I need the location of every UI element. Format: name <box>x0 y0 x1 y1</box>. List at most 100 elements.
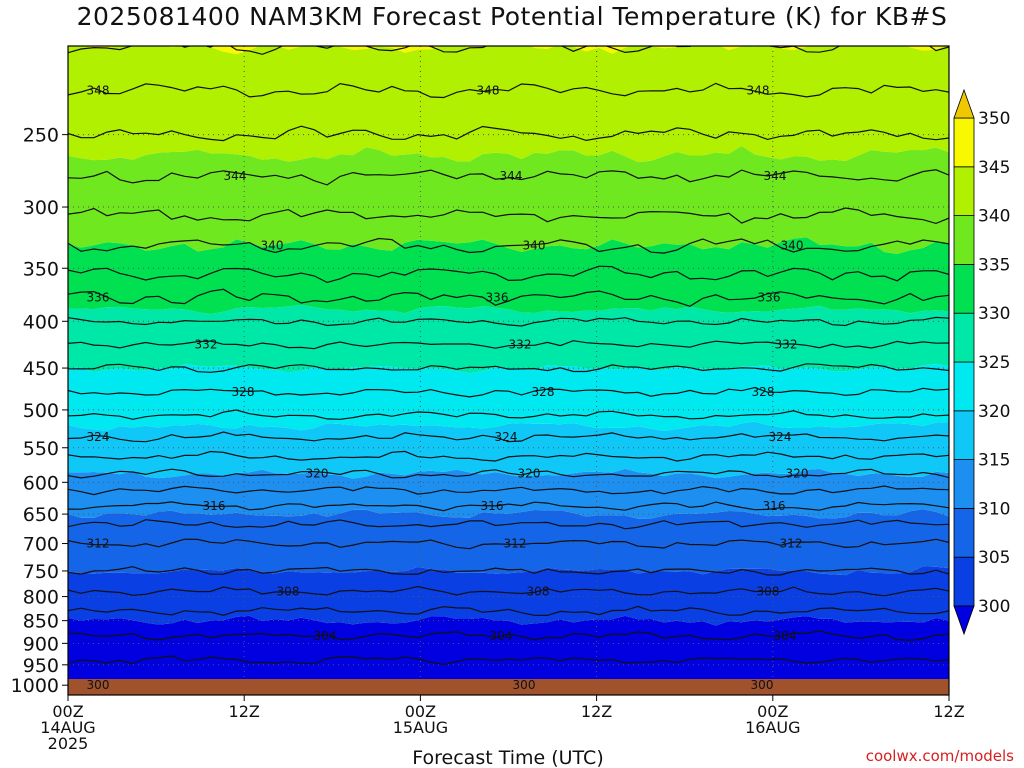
contour-320 <box>68 468 949 479</box>
contour-label-304-1: 304 <box>490 629 513 643</box>
y-tick-label-700: 700 <box>23 534 59 556</box>
contour-label-344-1: 344 <box>500 169 523 183</box>
contour-label-300-0: 300 <box>87 678 110 692</box>
contour-label-304-0: 304 <box>314 629 337 643</box>
theta-band-315 <box>68 468 949 519</box>
contour-label-332-0: 332 <box>195 338 218 352</box>
contour-302 <box>68 655 949 666</box>
colorbar-tick-345: 345 <box>978 158 1010 178</box>
plot-frame <box>67 45 950 696</box>
x-tick-label-24-1: 15AUG <box>393 718 448 737</box>
contour-318 <box>68 485 949 496</box>
y-tick-label-950: 950 <box>23 655 59 677</box>
contour-label-layer: 348 348 348 344 344 344 340 340 340 336 336 336 332 3… <box>87 83 809 692</box>
contour-label-300-1: 300 <box>513 678 536 692</box>
x-tick-label-48-0: 00Z <box>757 702 788 721</box>
y-tick-label-800: 800 <box>23 587 59 609</box>
contour-340 <box>68 237 949 254</box>
colorbar-seg-300 <box>953 556 975 607</box>
colorbar-seg-310 <box>953 459 975 509</box>
y-tick-label-600: 600 <box>23 472 59 494</box>
theta-band-340 <box>68 146 949 254</box>
colorbar-seg-305 <box>953 507 975 558</box>
contour-label-316-0: 316 <box>203 499 226 513</box>
y-tick-label-400: 400 <box>23 311 59 333</box>
x-tick-label-36-0: 12Z <box>581 702 612 721</box>
terrain-bar <box>68 679 949 695</box>
theta-band-345 <box>68 46 949 163</box>
contour-label-332-2: 332 <box>775 338 798 352</box>
contour-label-336-1: 336 <box>486 291 509 305</box>
theta-band-330 <box>68 304 949 374</box>
contour-350 <box>68 46 949 55</box>
contour-label-344-0: 344 <box>224 169 247 183</box>
colorbar-seg-315 <box>953 410 975 460</box>
contour-label-344-2: 344 <box>764 169 787 183</box>
theta-band-300 <box>68 615 949 690</box>
y-tick-label-900: 900 <box>23 633 59 655</box>
x-axis-label: Forecast Time (UTC) <box>412 747 603 768</box>
colorbar-tick-310: 310 <box>978 499 1010 519</box>
y-tick-label-850: 850 <box>23 611 59 633</box>
theta-band-355 <box>68 0 949 41</box>
contour-316 <box>68 501 949 512</box>
theta-band-305 <box>68 566 949 626</box>
y-tick-label-550: 550 <box>23 438 59 460</box>
contour-label-312-0: 312 <box>87 537 110 551</box>
contour-312 <box>68 538 949 550</box>
contour-label-312-1: 312 <box>504 537 527 551</box>
contour-label-324-2: 324 <box>769 430 792 444</box>
colorbar-tick-320: 320 <box>978 402 1010 422</box>
contour-348 <box>68 82 949 99</box>
contour-label-320-1: 320 <box>518 467 541 481</box>
colorbar-tick-300: 300 <box>978 597 1010 617</box>
chart-title: 2025081400 NAM3KM Forecast Potential Tem… <box>76 2 948 31</box>
contour-label-328-0: 328 <box>232 385 255 399</box>
contour-332 <box>68 340 949 350</box>
contour-346 <box>68 125 949 142</box>
contour-label-328-1: 328 <box>532 385 555 399</box>
colorbar-seg-345 <box>953 117 975 168</box>
y-tick-label-450: 450 <box>23 358 59 380</box>
contour-308 <box>68 585 949 597</box>
contour-304 <box>68 630 949 642</box>
x-tick-label-60-0: 12Z <box>933 702 964 721</box>
contour-label-348-0: 348 <box>87 83 110 97</box>
contour-label-308-0: 308 <box>277 584 300 598</box>
x-tick-label-12-0: 12Z <box>229 702 260 721</box>
theta-fill-layer <box>68 0 949 695</box>
contour-label-308-2: 308 <box>757 584 780 598</box>
contour-label-320-2: 320 <box>786 467 809 481</box>
contour-label-340-1: 340 <box>523 238 546 252</box>
contour-322 <box>68 450 949 462</box>
colorbar-seg-335 <box>953 215 975 265</box>
theta-band-350 <box>87 46 946 55</box>
theta-band-325 <box>68 363 949 431</box>
colorbar-min-arrow <box>953 605 975 636</box>
colorbar-tick-330: 330 <box>978 304 1010 324</box>
contour-label-308-1: 308 <box>527 584 550 598</box>
contour-label-316-1: 316 <box>481 499 504 513</box>
colorbar: 300 305 310 315 320 325 330 335 340 345 350 <box>953 88 1010 636</box>
contour-344 <box>68 169 949 186</box>
x-tick-label-0-1: 14AUG <box>40 718 95 737</box>
x-tick-label-24-0: 00Z <box>405 702 436 721</box>
source-credit: coolwx.com/models <box>865 747 1014 765</box>
contour-layer <box>68 46 949 691</box>
contour-310 <box>68 566 949 576</box>
colorbar-tick-350: 350 <box>978 109 1010 129</box>
theta-band-310 <box>68 509 949 576</box>
contour-324 <box>68 431 949 443</box>
contour-306 <box>68 605 949 617</box>
contour-342 <box>68 207 949 225</box>
colorbar-seg-325 <box>953 312 975 363</box>
colorbar-seg-340 <box>953 166 975 217</box>
contour-label-336-2: 336 <box>758 291 781 305</box>
x-tick-label-0-0: 00Z <box>52 702 83 721</box>
contour-label-320-0: 320 <box>306 467 329 481</box>
contour-label-348-1: 348 <box>477 83 500 97</box>
contour-label-340-2: 340 <box>781 238 804 252</box>
contour-334 <box>68 316 949 327</box>
